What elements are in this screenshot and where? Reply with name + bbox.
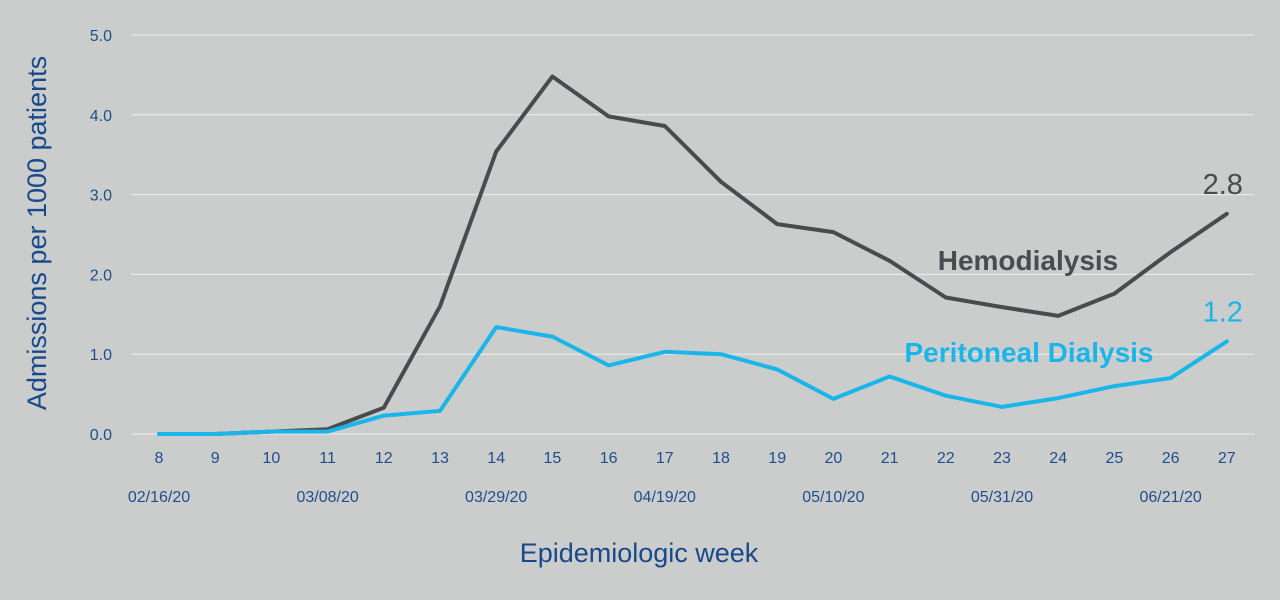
x-tick-label: 11 (319, 450, 336, 467)
y-tick-label: 2.0 (90, 267, 112, 284)
hemodialysis-series-label: Hemodialysis (938, 245, 1119, 276)
x-tick-label: 27 (1218, 450, 1236, 467)
x-tick-label: 20 (825, 450, 843, 467)
x-tick-label: 21 (881, 450, 899, 467)
gridlines (131, 34, 1254, 435)
y-tick-label: 0.0 (90, 427, 112, 444)
x-tick-label: 22 (937, 450, 955, 467)
x-tick-label: 14 (487, 450, 505, 467)
date-label: 05/10/20 (802, 489, 864, 506)
hemodialysis-end-value-label: 2.8 (1203, 169, 1243, 201)
hemodialysis-line (157, 74, 1229, 436)
x-tick-label: 18 (712, 450, 730, 467)
x-tick-label: 25 (1106, 450, 1124, 467)
x-tick-label: 12 (375, 450, 393, 467)
x-tick-label: 17 (656, 450, 674, 467)
y-tick-label: 3.0 (90, 188, 112, 205)
peritoneal-dialysis-line (157, 325, 1229, 436)
y-axis-label: Admissions per 1000 patients (22, 56, 52, 410)
peritoneal-dialysis-end-value-label: 1.2 (1203, 296, 1243, 328)
x-tick-label: 16 (600, 450, 618, 467)
x-tick-label: 19 (768, 450, 786, 467)
x-tick-label: 15 (544, 450, 562, 467)
peritoneal-dialysis-series-label: Peritoneal Dialysis (904, 337, 1153, 368)
y-tick-label: 4.0 (90, 108, 112, 125)
date-label: 05/31/20 (971, 489, 1033, 506)
x-tick-label: 9 (211, 450, 220, 467)
x-tick-label: 13 (431, 450, 449, 467)
x-tick-label: 10 (263, 450, 281, 467)
series-lines (157, 74, 1229, 436)
x-axis-ticks: 8 9 10 11 12 13 14 15 16 17 18 19 20 21 22 23 24 25 26 27 (155, 450, 1236, 467)
x-tick-label: 8 (155, 450, 164, 467)
x-tick-label: 23 (993, 450, 1011, 467)
date-label: 02/16/20 (128, 489, 190, 506)
date-label: 03/29/20 (465, 489, 527, 506)
series-labels: Hemodialysis 2.8 Peritoneal Dialysis 1.2 (904, 169, 1242, 368)
date-label: 06/21/20 (1139, 489, 1201, 506)
x-axis-label: Epidemiologic week (520, 538, 759, 568)
y-axis-ticks: 0.0 1.0 2.0 3.0 4.0 5.0 (90, 28, 112, 444)
date-label: 03/08/20 (296, 489, 358, 506)
x-tick-label: 24 (1049, 450, 1067, 467)
y-tick-label: 1.0 (90, 347, 112, 364)
x-tick-label: 26 (1162, 450, 1180, 467)
x-axis-date-labels: 02/16/20 03/08/20 03/29/20 04/19/20 05/10/20… (128, 489, 1202, 506)
date-label: 04/19/20 (634, 489, 696, 506)
y-tick-label: 5.0 (90, 28, 112, 45)
